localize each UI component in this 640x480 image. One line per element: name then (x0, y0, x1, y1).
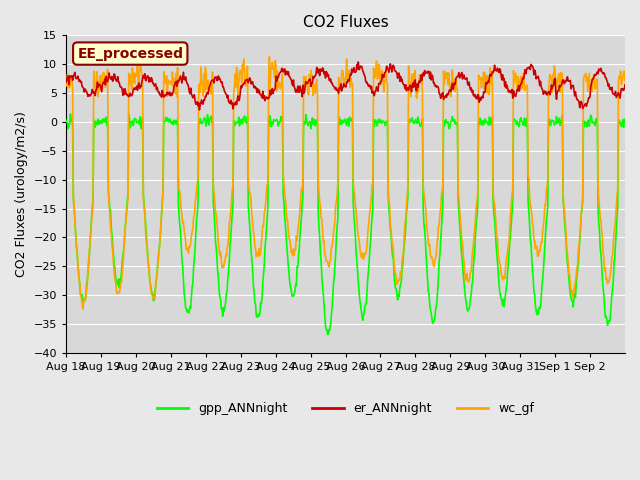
wc_gf (232, 84, 240, 90)
Text: EE_processed: EE_processed (77, 47, 183, 60)
gpp_ANNnight (324, 332, 332, 337)
er_ANNnight (280, 66, 288, 72)
gpp_ANNnight (280, 200, 288, 206)
wc_gf (436, 212, 444, 217)
Legend: gpp_ANNnight, er_ANNnight, wc_gf: gpp_ANNnight, er_ANNnight, wc_gf (152, 397, 540, 420)
er_ANNnight (355, 59, 362, 65)
wc_gf (62, 83, 70, 89)
gpp_ANNnight (129, 118, 136, 124)
er_ANNnight (128, 93, 136, 98)
Line: wc_gf: wc_gf (66, 54, 625, 309)
er_ANNnight (404, 87, 412, 93)
gpp_ANNnight (436, 252, 444, 257)
gpp_ANNnight (259, 279, 267, 285)
wc_gf (136, 51, 144, 57)
gpp_ANNnight (404, 121, 412, 127)
wc_gf (79, 306, 86, 312)
Y-axis label: CO2 Fluxes (urology/m2/s): CO2 Fluxes (urology/m2/s) (15, 111, 28, 277)
Line: er_ANNnight: er_ANNnight (66, 62, 625, 110)
er_ANNnight (259, 88, 267, 94)
Line: gpp_ANNnight: gpp_ANNnight (66, 114, 625, 335)
er_ANNnight (231, 102, 239, 108)
gpp_ANNnight (621, 119, 629, 125)
er_ANNnight (62, 79, 70, 85)
gpp_ANNnight (67, 111, 74, 117)
wc_gf (404, 63, 412, 69)
Title: CO2 Fluxes: CO2 Fluxes (303, 15, 388, 30)
wc_gf (281, 191, 289, 197)
gpp_ANNnight (231, 122, 239, 128)
wc_gf (129, 65, 136, 71)
er_ANNnight (436, 91, 444, 97)
er_ANNnight (196, 107, 204, 113)
gpp_ANNnight (62, 118, 70, 123)
wc_gf (621, 78, 629, 84)
wc_gf (260, 223, 268, 228)
er_ANNnight (621, 82, 629, 87)
